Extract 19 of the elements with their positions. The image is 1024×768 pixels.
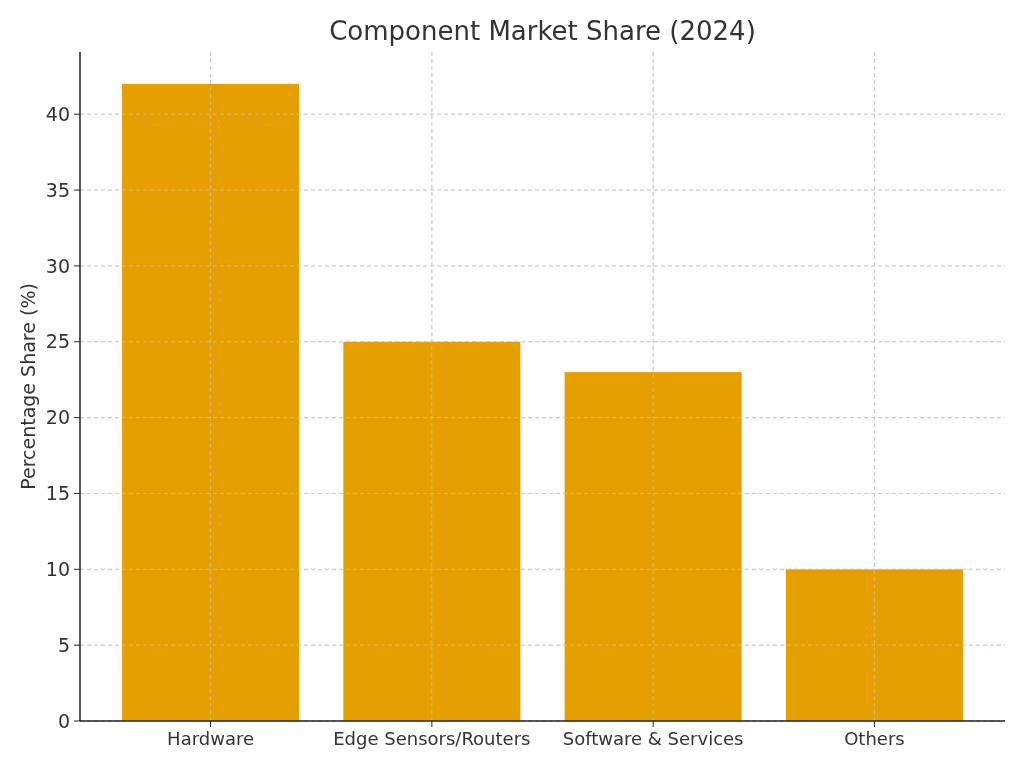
y-tick-label: 15 <box>45 482 70 505</box>
x-tick-label: Others <box>844 728 905 749</box>
x-tick-label: Edge Sensors/Routers <box>333 728 531 749</box>
y-tick-label: 20 <box>45 406 70 429</box>
bar <box>343 341 521 721</box>
bar <box>564 372 742 721</box>
y-tick-label: 5 <box>57 633 70 656</box>
y-tick-label: 25 <box>45 330 70 353</box>
x-tick-label: Software & Services <box>562 728 744 749</box>
bar <box>785 569 963 721</box>
bar <box>122 83 300 721</box>
x-tick-label: Hardware <box>167 728 255 749</box>
chart-title: Component Market Share (2024) <box>329 16 756 46</box>
y-tick-label: 35 <box>45 178 70 201</box>
y-tick-label: 40 <box>45 102 70 125</box>
y-tick-label: 10 <box>45 557 70 580</box>
y-axis-title: Percentage Share (%) <box>17 283 39 490</box>
y-tick-label: 30 <box>45 254 70 277</box>
y-tick-label: 0 <box>57 709 70 732</box>
